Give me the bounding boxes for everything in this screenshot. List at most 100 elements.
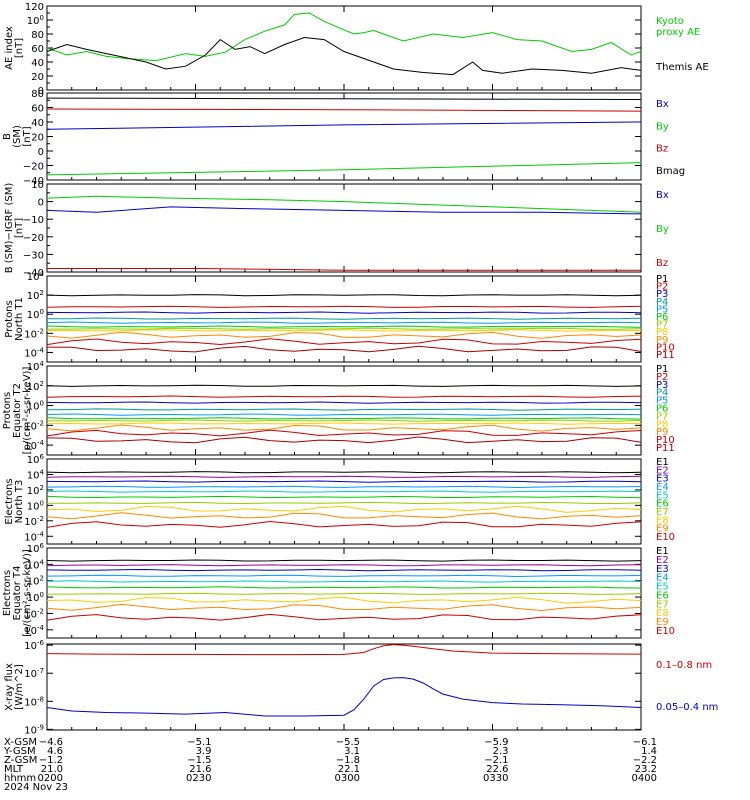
ytick-label-protons_equator: 104 xyxy=(27,360,45,373)
legend-electrons_north-e5: E5 xyxy=(656,490,669,501)
ephemeris-value-z-gsm: −1.8 xyxy=(336,755,360,766)
ephemeris-value-y-gsm: 3.9 xyxy=(196,746,212,757)
ephemeris-value-mlt: 23.2 xyxy=(635,764,657,775)
ylabel-b_igrf: B (SM)−IGRF (SM) xyxy=(4,183,15,274)
series-line-protons_equator-p9 xyxy=(46,424,642,432)
series-line-electrons_equator-e9 xyxy=(46,603,642,612)
ylabel-xray: X-ray flux xyxy=(4,663,15,711)
series-line-ae-themis-ae xyxy=(46,36,642,76)
legend-electrons_equator-e8: E8 xyxy=(656,608,669,619)
series-line-protons_north-p5 xyxy=(46,321,642,324)
legend-protons_north-p1: P1 xyxy=(656,274,668,285)
ephemeris-value-y-gsm: 3.1 xyxy=(344,746,360,757)
ephemeris-value-z-gsm: −2.2 xyxy=(633,755,657,766)
legend-electrons_north-e2: E2 xyxy=(656,465,669,476)
legend-electrons_equator-e7: E7 xyxy=(656,599,669,610)
series-line-electrons_north-e10 xyxy=(46,520,642,528)
series-line-protons_north-p9 xyxy=(46,331,642,339)
series-line-ae-kyoto-proxy-ae xyxy=(46,12,642,62)
series-line-electrons_north-e7 xyxy=(47,501,642,505)
ytick-label-b_sm: 0 xyxy=(38,147,44,158)
ytick-label-electrons_equator: 10-2 xyxy=(24,607,44,620)
ephemeris-label-x-gsm: X-GSM xyxy=(4,737,37,748)
ytick-label-electrons_north: 104 xyxy=(27,468,45,481)
legend-protons_equator-p7: P7 xyxy=(656,411,668,422)
legend-xray-0-1-0-8-nm: 0.1–0.8 nm xyxy=(656,660,712,671)
ylabel-electrons_equator: Electrons xyxy=(2,570,13,616)
ylabel-b_sm: B xyxy=(2,133,13,140)
legend-electrons_equator-e1: E1 xyxy=(656,546,669,557)
ylabel-electrons_north: Electrons xyxy=(4,478,15,524)
ylabel-ae: AE index xyxy=(4,26,15,70)
series-line-protons_equator-p8 xyxy=(46,422,642,425)
series-line-protons_north-p4 xyxy=(46,317,642,320)
ytick-label-protons_north: 104 xyxy=(27,270,45,283)
ytick-label-ae: 40 xyxy=(31,58,44,69)
series-line-protons_equator-p4 xyxy=(46,408,642,411)
ytick-label-b_sm: −40 xyxy=(23,176,44,187)
ephemeris-value-y-gsm: 2.3 xyxy=(493,746,509,757)
ytick-label-protons_north: 10-4 xyxy=(24,346,44,359)
series-line-b_sm-bz xyxy=(46,108,642,112)
series-line-electrons_equator-e1 xyxy=(46,559,642,562)
ytick-label-b_sm: 60 xyxy=(31,104,44,115)
ytick-label-ae: 20 xyxy=(31,72,44,83)
legend-electrons_equator-e3: E3 xyxy=(656,564,669,575)
series-line-b_igrf-bx xyxy=(46,206,642,215)
legend-electrons_north-e6: E6 xyxy=(656,499,669,510)
legend-protons_north-p11: P11 xyxy=(656,350,675,361)
ephemeris-value-y-gsm: 1.4 xyxy=(641,746,657,757)
legend-b_sm-by: By xyxy=(656,121,669,132)
ephemeris-value-z-gsm: −1.2 xyxy=(39,755,63,766)
ytick-label-electrons_equator: 102 xyxy=(27,575,44,588)
legend-electrons_north-e10: E10 xyxy=(656,532,675,543)
ytick-label-b_sm: 80 xyxy=(31,89,44,100)
ylabel-b_sm: (SM) xyxy=(12,125,23,148)
ephemeris-value-hhmm: 0300 xyxy=(335,773,360,784)
series-line-electrons_equator-e2 xyxy=(46,564,642,567)
legend-b_sm-bx: Bx xyxy=(656,99,669,110)
ytick-label-protons_equator: 10-2 xyxy=(24,419,44,432)
ylabel-protons_north: North T1 xyxy=(14,297,25,341)
legend-protons_equator-p5: P5 xyxy=(656,396,668,407)
ytick-label-b_igrf: 10 xyxy=(31,180,44,191)
ephemeris-value-hhmm: 0330 xyxy=(483,773,508,784)
ylabel-electrons_equator: [e/(cm²-s-sr-keV)] xyxy=(22,549,33,637)
ytick-label-xray: 10-9 xyxy=(24,723,44,736)
series-line-electrons_equator-e3 xyxy=(46,568,642,572)
ytick-label-electrons_north: 102 xyxy=(27,484,44,497)
legend-xray-0-05-0-4-nm: 0.05–0.4 nm xyxy=(656,702,718,713)
legend-protons_north-p10: P10 xyxy=(656,342,675,353)
ytick-label-electrons_north: 10-2 xyxy=(24,515,44,528)
ylabel-electrons_equator: Equator T4 xyxy=(12,566,23,621)
ytick-label-xray: 10-8 xyxy=(24,695,44,708)
ytick-label-protons_equator: 10-4 xyxy=(24,439,44,452)
series-line-protons_north-p7 xyxy=(46,327,642,330)
legend-b_sm-bmag: Bmag xyxy=(656,166,685,177)
ytick-label-ae: 80 xyxy=(31,30,44,41)
ephemeris-value-mlt: 21.6 xyxy=(189,764,211,775)
date-label: 2024 Nov 23 xyxy=(4,782,68,793)
ylabel-b_igrf: [nT] xyxy=(14,218,25,238)
legend-electrons_north-e7: E7 xyxy=(656,507,669,518)
series-line-electrons_equator-e7 xyxy=(47,592,642,595)
ytick-label-b_igrf: −40 xyxy=(23,268,44,279)
ylabel-protons_equator: Equator T2 xyxy=(12,383,23,438)
series-line-xray-0-05-0-4-nm xyxy=(46,677,642,717)
ytick-label-protons_north: 100 xyxy=(27,308,44,321)
ytick-label-xray: 10-7 xyxy=(24,667,44,680)
series-line-electrons_north-e2 xyxy=(46,475,642,478)
series-line-protons_north-p6 xyxy=(46,325,642,328)
series-line-protons_equator-p10 xyxy=(46,429,642,437)
ephemeris-value-x-gsm: −4.6 xyxy=(39,737,63,748)
ephemeris-label-hhmm: hhmm xyxy=(4,773,36,784)
legend-ae-themis-ae: Themis AE xyxy=(655,62,709,73)
ephemeris-label-mlt: MLT xyxy=(4,764,24,775)
ytick-label-electrons_north: 106 xyxy=(27,453,45,466)
ytick-label-electrons_north: 10-4 xyxy=(24,530,44,543)
legend-electrons_equator-e10: E10 xyxy=(656,626,675,637)
legend-ae-kyoto-proxy-ae: proxy AE xyxy=(656,27,700,38)
ytick-label-electrons_equator: 10-4 xyxy=(24,624,44,637)
series-line-electrons_equator-e4 xyxy=(46,574,642,578)
legend-electrons_equator-e4: E4 xyxy=(656,573,669,584)
